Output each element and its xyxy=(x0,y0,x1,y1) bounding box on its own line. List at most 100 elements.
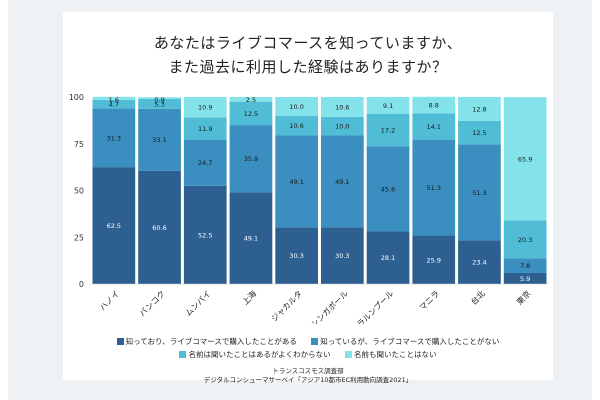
bar-segment xyxy=(92,108,136,168)
x-tick-label: シンガポール xyxy=(309,288,350,324)
data-label: 60.6 xyxy=(152,224,166,232)
bar-segment xyxy=(412,139,456,236)
data-label: 51.3 xyxy=(427,184,441,192)
bar-segment xyxy=(458,240,501,284)
legend-swatch-2 xyxy=(311,338,319,345)
x-tick-label: マニラ xyxy=(418,289,441,312)
data-label: 28.1 xyxy=(381,254,395,262)
source-line2: デジタルコンシューマサーベイ「アジア10都市EC利用動向調査2021」 xyxy=(203,376,413,384)
bar-segment xyxy=(229,101,273,126)
data-label: 24.7 xyxy=(198,159,212,167)
bar-segment xyxy=(321,116,364,136)
data-label: 14.1 xyxy=(427,123,441,131)
legend-item-1: 知っており、ライブコマースで購入したことがある xyxy=(116,336,297,347)
bar-segment xyxy=(458,97,501,121)
legend-item-2: 知っているが、ライブコマースで購入したことがない xyxy=(311,336,499,347)
data-label: 11.9 xyxy=(198,125,212,133)
data-label: 9.1 xyxy=(383,102,393,110)
bar-segment xyxy=(183,117,227,140)
chart-title-line1: あなたはライブコマースを知っていますか、 xyxy=(153,34,463,52)
data-label: 10.0 xyxy=(289,103,303,111)
bar-segment xyxy=(275,227,318,284)
y-tick-label: 75 xyxy=(74,140,84,149)
bar-segment xyxy=(321,135,364,228)
bar-segment xyxy=(229,192,273,284)
data-label: 49.1 xyxy=(289,178,303,186)
data-label: 7.8 xyxy=(520,262,530,270)
bar-segment xyxy=(138,170,181,284)
legend-swatch-1 xyxy=(116,338,124,345)
background-frame: あなたはライブコマースを知っていますか、 また過去に利用した経験はありますか？ … xyxy=(8,0,592,400)
bar-segment xyxy=(503,258,547,273)
source-note: トランスコスモス調査部 デジタルコンシューマサーベイ「アジア10都市EC利用動向… xyxy=(63,367,553,385)
bar-segment xyxy=(138,97,181,99)
data-label: 4.7 xyxy=(109,101,119,109)
bar-segment xyxy=(275,115,318,136)
legend-label-1: 知っており、ライブコマースで購入したことがある xyxy=(125,337,297,346)
data-label: 5.3 xyxy=(154,100,164,108)
y-tick-label: 25 xyxy=(74,233,84,242)
data-label: 30.3 xyxy=(335,252,349,260)
x-tick-label: ハノイ xyxy=(98,289,121,312)
x-tick-label: 東京 xyxy=(514,288,532,306)
y-tick-label: 50 xyxy=(74,187,84,196)
bar-segment xyxy=(183,185,227,284)
chart-card: あなたはライブコマースを知っていますか、 また過去に利用した経験はありますか？ … xyxy=(63,12,553,380)
bar-segment xyxy=(366,114,410,147)
bar-segment xyxy=(503,97,547,221)
source-line1: トランスコスモス調査部 xyxy=(272,367,344,375)
data-label: 10.0 xyxy=(335,123,349,131)
data-label: 49.1 xyxy=(244,235,258,243)
data-label: 12.5 xyxy=(244,110,258,118)
bar-segment xyxy=(92,167,136,284)
bar-segment xyxy=(366,231,410,284)
bar-segment xyxy=(366,97,410,115)
x-tick-label: バンコク xyxy=(138,289,167,318)
data-label: 20.3 xyxy=(518,236,532,244)
data-label: 2.5 xyxy=(246,96,256,104)
data-label: 35.9 xyxy=(244,155,258,163)
chart-title-line2: また過去に利用した経験はありますか？ xyxy=(168,58,448,76)
legend-swatch-3 xyxy=(179,351,187,358)
data-label: 30.3 xyxy=(289,252,303,260)
data-label: 0.9 xyxy=(154,96,164,104)
bar-segment xyxy=(229,125,273,193)
bar-segment xyxy=(412,96,456,114)
data-label: 5.9 xyxy=(520,275,530,283)
bar-segment xyxy=(229,97,273,102)
bar-segment xyxy=(321,227,364,284)
x-tick-label: クアラルンプール xyxy=(344,289,395,324)
legend-label-4: 名前も聞いたことはない xyxy=(354,350,437,359)
bar-segment xyxy=(503,220,547,259)
bar-segment xyxy=(138,98,181,109)
legend-label-2: 知っているが、ライブコマースで購入したことがない xyxy=(320,337,500,346)
data-label: 1.6 xyxy=(109,96,119,104)
bar-segment xyxy=(183,97,227,118)
x-tick-label: ジャカルタ xyxy=(270,289,304,323)
data-label: 10.9 xyxy=(198,104,212,112)
data-label: 51.3 xyxy=(472,189,486,197)
bar-segment xyxy=(503,272,547,284)
bar-segment xyxy=(458,120,501,145)
bar-segment xyxy=(412,235,456,284)
data-label: 23.4 xyxy=(472,259,486,267)
data-label: 45.6 xyxy=(381,185,395,193)
x-tick-label: 上海 xyxy=(240,288,258,306)
bar-segment xyxy=(183,139,227,186)
data-label: 31.3 xyxy=(107,134,121,142)
data-label: 49.1 xyxy=(335,178,349,186)
bar-segment xyxy=(92,99,136,109)
bar-segment xyxy=(92,96,136,100)
x-tick-label: ムンバイ xyxy=(184,289,213,318)
data-label: 10.6 xyxy=(335,103,349,111)
data-label: 17.2 xyxy=(381,127,395,135)
legend-swatch-4 xyxy=(345,351,352,358)
bar-segment xyxy=(458,144,501,241)
data-label: 25.9 xyxy=(427,256,441,264)
bar-segment xyxy=(138,108,181,171)
legend-item-4: 名前も聞いたことはない xyxy=(345,349,437,360)
data-label: 12.8 xyxy=(472,105,486,113)
bar-segment xyxy=(366,146,410,232)
legend-label-3: 名前は聞いたことはあるがよくわからない xyxy=(188,350,331,359)
data-label: 33.1 xyxy=(152,136,166,144)
